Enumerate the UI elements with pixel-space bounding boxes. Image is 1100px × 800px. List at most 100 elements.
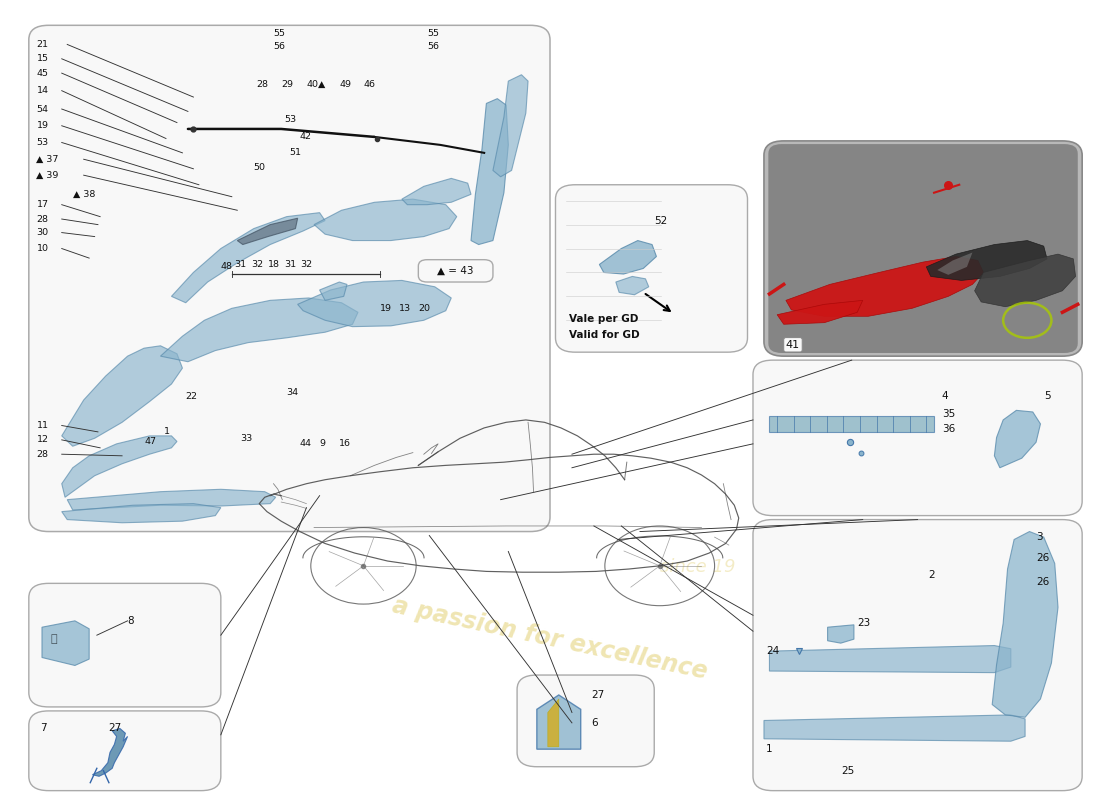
Text: 6: 6 (592, 718, 598, 728)
Text: 4: 4 (942, 391, 948, 401)
Text: 20: 20 (418, 304, 430, 313)
Text: 11: 11 (36, 421, 48, 430)
Text: 34: 34 (287, 387, 299, 397)
Polygon shape (764, 715, 1025, 742)
Text: 36: 36 (942, 425, 955, 434)
Text: 1: 1 (767, 744, 773, 754)
Text: 3: 3 (1036, 532, 1043, 542)
Polygon shape (471, 98, 508, 245)
Text: Vale per GD: Vale per GD (569, 314, 638, 324)
Text: 42: 42 (300, 133, 311, 142)
Polygon shape (537, 695, 581, 749)
Text: 55: 55 (427, 29, 439, 38)
Text: 🐴: 🐴 (51, 634, 57, 643)
Text: ▲ 39: ▲ 39 (36, 170, 59, 180)
Polygon shape (315, 199, 456, 241)
Polygon shape (926, 241, 1047, 281)
Text: Valid for GD: Valid for GD (569, 330, 639, 340)
Polygon shape (769, 646, 1011, 673)
FancyBboxPatch shape (29, 26, 550, 531)
FancyBboxPatch shape (754, 519, 1082, 790)
Text: 14: 14 (36, 86, 48, 95)
Polygon shape (548, 699, 559, 746)
FancyBboxPatch shape (754, 360, 1082, 515)
Polygon shape (238, 218, 298, 245)
Text: 49: 49 (339, 80, 351, 89)
Polygon shape (62, 504, 221, 522)
Text: 7: 7 (40, 723, 46, 734)
Text: ▲ 37: ▲ 37 (36, 154, 59, 164)
Text: 40▲: 40▲ (307, 80, 326, 89)
Text: 53: 53 (285, 115, 297, 124)
Polygon shape (161, 298, 358, 362)
Text: 44: 44 (300, 439, 311, 448)
Polygon shape (493, 74, 528, 177)
Polygon shape (827, 625, 854, 643)
Text: 31: 31 (234, 260, 246, 269)
Text: 25: 25 (840, 766, 854, 776)
Text: 16: 16 (339, 439, 351, 448)
Text: 54: 54 (36, 105, 48, 114)
Text: 28: 28 (256, 80, 268, 89)
Polygon shape (975, 254, 1076, 306)
Polygon shape (92, 729, 128, 776)
Text: 53: 53 (36, 138, 48, 147)
Text: OEM: OEM (261, 446, 443, 514)
Text: 31: 31 (284, 260, 296, 269)
Text: 27: 27 (592, 690, 605, 700)
Text: 55: 55 (274, 29, 286, 38)
Text: 21: 21 (36, 40, 48, 49)
Text: 35: 35 (942, 409, 955, 418)
Polygon shape (42, 621, 89, 666)
Text: 26: 26 (1036, 577, 1049, 586)
Text: 28: 28 (36, 450, 48, 458)
FancyBboxPatch shape (556, 185, 748, 352)
Text: 2: 2 (928, 570, 935, 580)
Text: 24: 24 (767, 646, 780, 656)
Polygon shape (62, 436, 177, 498)
FancyBboxPatch shape (517, 675, 654, 766)
Text: 30: 30 (36, 228, 48, 237)
Polygon shape (777, 300, 862, 324)
Text: 22: 22 (186, 391, 198, 401)
FancyBboxPatch shape (29, 711, 221, 790)
Text: 29: 29 (282, 80, 294, 89)
Polygon shape (67, 490, 276, 510)
Text: 47: 47 (144, 437, 156, 446)
Text: 5: 5 (1044, 391, 1050, 401)
Polygon shape (994, 410, 1041, 468)
Text: 56: 56 (427, 42, 439, 50)
Polygon shape (62, 346, 183, 446)
Text: since 19: since 19 (660, 558, 735, 577)
Text: 46: 46 (363, 80, 375, 89)
Text: 28: 28 (36, 214, 48, 223)
FancyBboxPatch shape (768, 144, 1078, 353)
Text: 17: 17 (36, 200, 48, 209)
FancyBboxPatch shape (29, 583, 221, 707)
Polygon shape (320, 282, 346, 300)
Text: 52: 52 (654, 216, 668, 226)
FancyBboxPatch shape (764, 141, 1082, 356)
Text: 27: 27 (108, 723, 121, 734)
Text: 41: 41 (785, 340, 800, 350)
Text: 18: 18 (267, 260, 279, 269)
Polygon shape (937, 253, 972, 275)
Text: 32: 32 (251, 260, 263, 269)
Text: ▲ = 43: ▲ = 43 (438, 266, 474, 276)
Text: 12: 12 (36, 435, 48, 444)
Polygon shape (600, 241, 657, 274)
Polygon shape (402, 178, 471, 205)
Text: 19: 19 (379, 304, 392, 313)
Text: 26: 26 (1036, 553, 1049, 563)
Text: 10: 10 (36, 244, 48, 253)
Text: 51: 51 (289, 148, 301, 158)
Polygon shape (785, 257, 983, 316)
Text: 23: 23 (857, 618, 870, 628)
Text: 45: 45 (36, 69, 48, 78)
Polygon shape (298, 281, 451, 326)
Polygon shape (992, 531, 1058, 718)
Text: ▲ 38: ▲ 38 (73, 190, 95, 199)
Text: 1: 1 (164, 427, 169, 436)
Text: a passion for excellence: a passion for excellence (390, 594, 710, 684)
Text: 48: 48 (221, 262, 233, 270)
